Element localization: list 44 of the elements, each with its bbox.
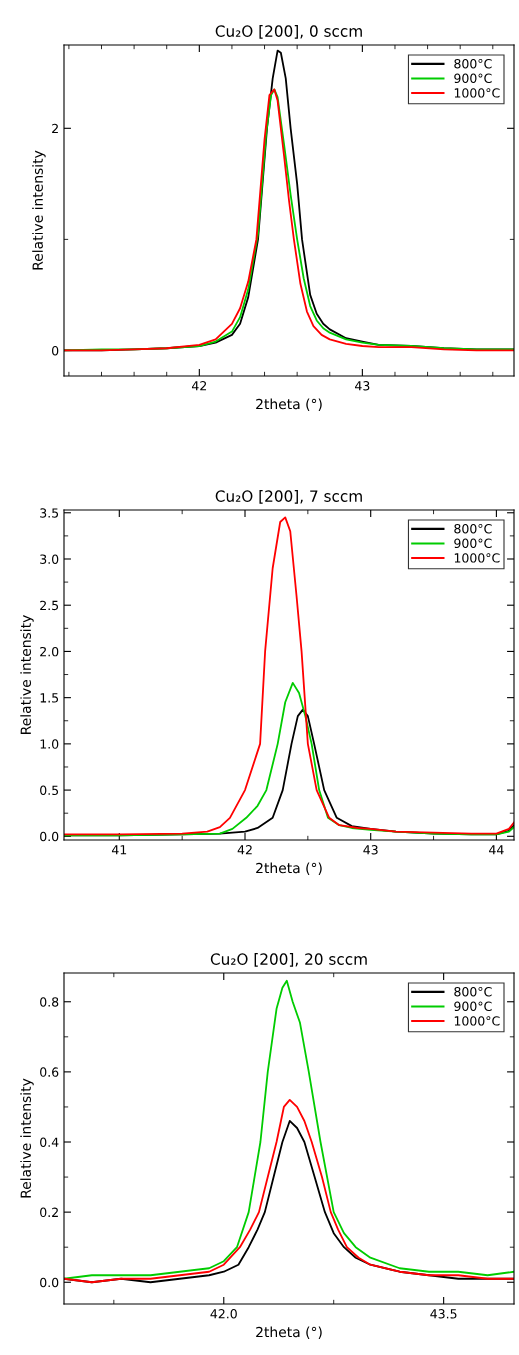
x-tick-label: 42 bbox=[191, 381, 207, 391]
y-axis-title: Relative intensity bbox=[20, 1078, 34, 1198]
legend-label: 800°C bbox=[454, 986, 492, 997]
y-tick-label: 0.2 bbox=[40, 1207, 58, 1218]
chart-title: Cu₂O [200], 7 sccm bbox=[215, 490, 362, 504]
y-tick-label: 2 bbox=[52, 123, 58, 134]
y-tick-label: 2.5 bbox=[40, 600, 59, 611]
y-tick-label: 0.0 bbox=[40, 831, 59, 842]
y-tick-label: 0.8 bbox=[40, 997, 59, 1007]
legend-label: 800°C bbox=[454, 523, 492, 534]
y-tick-label: 2.0 bbox=[40, 646, 59, 657]
legend-label: 1000°C bbox=[454, 88, 500, 98]
x-axis-title: 2theta (°) bbox=[256, 862, 322, 875]
x-axis-title: 2theta (°) bbox=[256, 398, 322, 411]
line-series bbox=[64, 681, 514, 837]
chart-title: Cu₂O [200], 0 sccm bbox=[215, 25, 362, 39]
x-tick-label: 44 bbox=[489, 845, 504, 855]
legend-label: 900°C bbox=[454, 1001, 492, 1012]
y-axis-title: Relative intensity bbox=[20, 615, 34, 734]
legend-label: 1000°C bbox=[454, 1016, 500, 1026]
y-tick-label: 0 bbox=[52, 345, 59, 356]
y-tick-label: 0.0 bbox=[40, 1277, 59, 1288]
x-tick-label: 43 bbox=[363, 845, 378, 855]
y-axis-title: Relative intensity bbox=[32, 150, 46, 270]
x-axis-title: 2theta (°) bbox=[256, 1326, 322, 1339]
x-tick-label: 43 bbox=[355, 381, 370, 391]
legend-label: 900°C bbox=[454, 73, 492, 84]
line-series bbox=[64, 516, 514, 836]
legend-label: 900°C bbox=[454, 538, 492, 549]
y-tick-label: 3.0 bbox=[40, 554, 59, 564]
x-tick-label: 41 bbox=[111, 845, 127, 855]
chart-title: Cu₂O [200], 20 sccm bbox=[210, 953, 367, 967]
y-tick-label: 0.6 bbox=[40, 1067, 59, 1077]
line-series bbox=[64, 979, 514, 1280]
y-tick-label: 0.5 bbox=[40, 785, 59, 796]
x-tick-label: 42 bbox=[237, 845, 252, 855]
y-tick-label: 3.5 bbox=[40, 508, 59, 518]
x-tick-label: 42.0 bbox=[210, 1309, 237, 1319]
y-tick-label: 0.4 bbox=[40, 1137, 59, 1147]
y-tick-label: 1.5 bbox=[40, 693, 59, 703]
legend-label: 800°C bbox=[454, 58, 492, 69]
y-tick-label: 1.0 bbox=[40, 739, 59, 749]
x-tick-label: 43.5 bbox=[430, 1309, 457, 1319]
legend-label: 1000°C bbox=[454, 553, 500, 563]
